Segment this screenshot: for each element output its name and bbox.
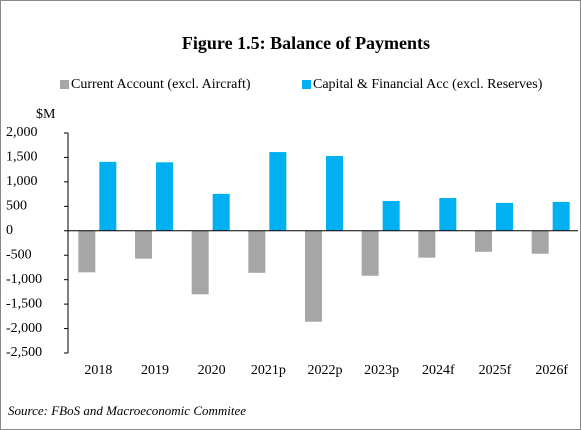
bar xyxy=(248,230,266,273)
chart-title: Figure 1.5: Balance of Payments xyxy=(182,33,430,53)
legend-label: Capital & Financial Acc (excl. Reserves) xyxy=(313,77,543,92)
y-tick-label: 0 xyxy=(6,223,13,238)
y-tick-label: -1,000 xyxy=(6,272,42,287)
bar xyxy=(191,230,209,295)
x-tick-label: 2024f xyxy=(422,363,455,378)
bar xyxy=(382,200,400,231)
x-tick-label: 2018 xyxy=(84,363,112,378)
x-tick-label: 2022p xyxy=(308,363,343,378)
bar xyxy=(439,198,457,231)
bar xyxy=(269,152,287,231)
bar xyxy=(212,193,230,231)
bar xyxy=(552,201,570,231)
legend-swatch xyxy=(60,80,69,89)
bar xyxy=(326,155,343,231)
y-tick-label: -500 xyxy=(6,247,32,262)
bar xyxy=(418,230,436,258)
y-tick-label: -2,500 xyxy=(6,345,42,360)
y-tick-label: 1,000 xyxy=(6,174,38,189)
x-tick-label: 2023p xyxy=(364,363,399,378)
legend-swatch xyxy=(302,80,311,89)
source-note: Source: FBoS and Macroeconomic Commitee xyxy=(8,403,246,418)
bar xyxy=(78,230,96,273)
y-tick-label: 500 xyxy=(6,199,27,214)
bar xyxy=(135,230,152,259)
y-tick-label: -1,500 xyxy=(6,296,42,311)
x-tick-label: 2026f xyxy=(535,363,568,378)
x-tick-label: 2025f xyxy=(479,363,512,378)
x-tick-label: 2019 xyxy=(141,363,169,378)
bar xyxy=(531,230,549,254)
legend-label: Current Account (excl. Aircraft) xyxy=(71,77,251,92)
y-tick-label: 1,500 xyxy=(6,150,38,165)
bar xyxy=(361,230,379,276)
y-tick-label: 2,000 xyxy=(6,125,38,140)
y-axis-label: $M xyxy=(36,107,56,122)
x-tick-label: 2020 xyxy=(198,363,226,378)
bar xyxy=(496,202,513,231)
bar xyxy=(305,230,322,322)
bar xyxy=(156,162,173,231)
bar xyxy=(99,161,117,231)
bar xyxy=(475,230,492,252)
x-tick-label: 2021p xyxy=(251,363,286,378)
y-tick-label: -2,000 xyxy=(6,321,42,336)
